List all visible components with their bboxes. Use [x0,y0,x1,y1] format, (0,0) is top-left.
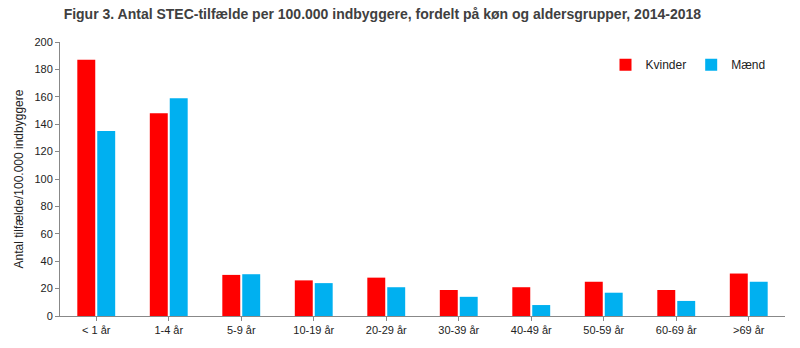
svg-text:60-69 år: 60-69 år [656,324,697,336]
svg-text:Figur 3. Antal STEC-tilfælde p: Figur 3. Antal STEC-tilfælde per 100.000… [64,6,702,22]
svg-text:< 1 år: < 1 år [82,324,111,336]
svg-text:30-39 år: 30-39 år [438,324,479,336]
svg-text:80: 80 [41,200,53,212]
svg-text:50-59 år: 50-59 år [583,324,624,336]
svg-text:1-4 år: 1-4 år [154,324,183,336]
svg-text:Antal tilfælde/100.000 indbygg: Antal tilfælde/100.000 indbyggere [12,89,26,268]
svg-text:200: 200 [34,36,52,48]
svg-text:Kvinder: Kvinder [646,58,687,72]
svg-text:10-19 år: 10-19 år [293,324,334,336]
svg-text:140: 140 [34,118,52,130]
svg-text:0: 0 [47,310,53,322]
svg-text:60: 60 [41,228,53,240]
svg-text:>69 år: >69 år [733,324,765,336]
svg-text:40: 40 [41,255,53,267]
svg-text:40-49 år: 40-49 år [511,324,552,336]
svg-text:20: 20 [41,282,53,294]
svg-text:160: 160 [34,91,52,103]
svg-text:100: 100 [34,173,52,185]
svg-text:Mænd: Mænd [731,58,765,72]
svg-text:5-9 år: 5-9 år [227,324,256,336]
svg-text:20-29 år: 20-29 år [366,324,407,336]
svg-text:120: 120 [34,145,52,157]
svg-text:180: 180 [34,63,52,75]
